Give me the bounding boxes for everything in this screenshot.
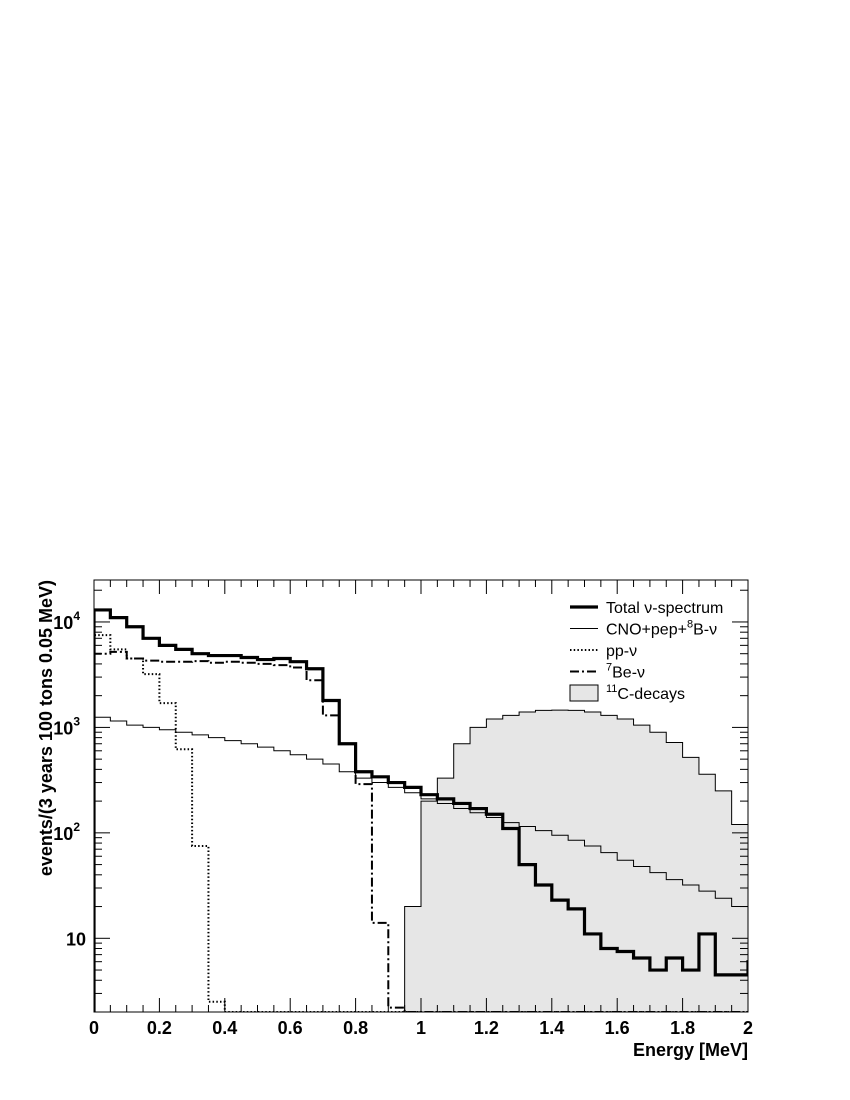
series-be7	[94, 650, 748, 1012]
x-tick-label: 0.4	[212, 1018, 237, 1038]
y-tick-exponent: 2	[73, 820, 80, 834]
legend-label-cno: CNO+pep+8B-ν	[606, 619, 717, 639]
x-tick-label: 1	[416, 1018, 426, 1038]
legend-label-c11: 11C-decays	[606, 683, 685, 703]
legend-swatch-c11	[569, 684, 599, 702]
x-tick-label: 2	[743, 1018, 753, 1038]
y-tick-base: 10	[53, 718, 73, 738]
series-layer	[94, 608, 748, 1012]
series-cno	[94, 716, 748, 1012]
y-tick-base: 10	[66, 929, 86, 949]
x-tick-label: 0	[89, 1018, 99, 1038]
y-tick-label: 104	[53, 609, 80, 633]
legend-label-be7: 7Be-ν	[606, 662, 645, 682]
x-tick-label: 1.2	[474, 1018, 499, 1038]
x-tick-label: 0.2	[147, 1018, 172, 1038]
x-axis-title: Energy [MeV]	[633, 1040, 748, 1060]
y-tick-exponent: 3	[73, 714, 80, 728]
series-total	[94, 608, 748, 1012]
x-tick-label: 0.6	[278, 1018, 303, 1038]
y-tick-base: 10	[53, 824, 73, 844]
series-pp	[94, 634, 748, 1012]
y-tick-label: 102	[53, 820, 80, 844]
series-c11	[94, 709, 748, 1012]
y-tick-label: 103	[53, 714, 80, 738]
legend-label-pp: pp-ν	[606, 643, 637, 660]
x-tick-label: 1.8	[670, 1018, 695, 1038]
x-tick-label: 1.4	[539, 1018, 564, 1038]
y-tick-base: 10	[53, 613, 73, 633]
legend-label-total: Total ν-spectrum	[606, 600, 723, 617]
y-tick-exponent: 4	[73, 609, 80, 623]
x-tick-label: 1.6	[605, 1018, 630, 1038]
legend: Total ν-spectrum CNO+pep+8B-ν pp-ν 7Be-ν11C…	[569, 600, 723, 703]
y-axis-title: events/(3 years 100 tons 0.05 MeV)	[36, 580, 56, 876]
y-tick-label: 10	[66, 929, 86, 949]
x-tick-label: 0.8	[343, 1018, 368, 1038]
